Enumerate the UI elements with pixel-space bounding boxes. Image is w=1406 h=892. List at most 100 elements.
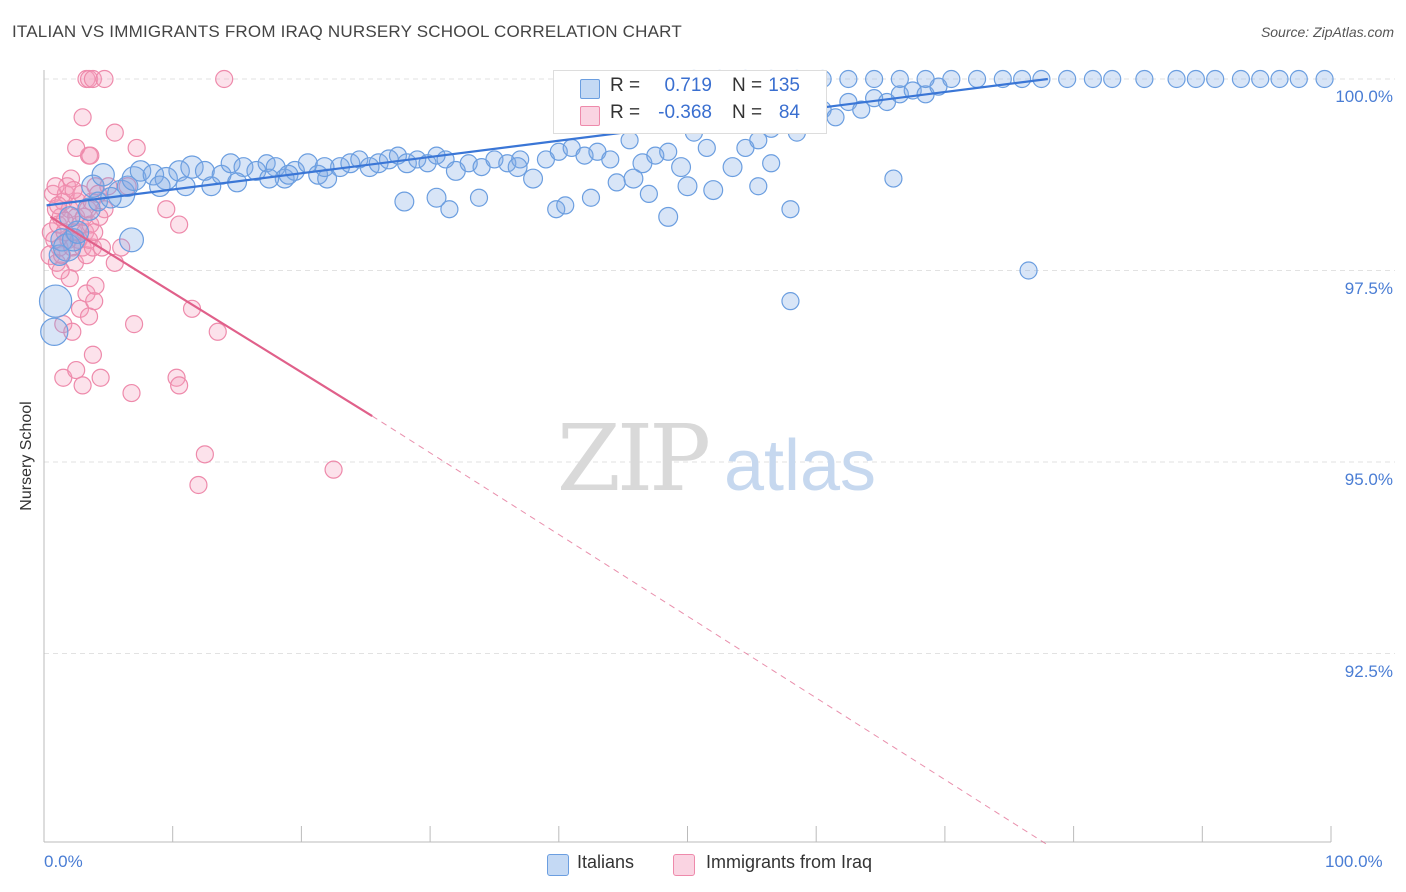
data-point [1289,69,1308,89]
data-point [149,175,171,198]
data-point [79,69,99,89]
data-point [122,383,141,403]
data-point [350,150,369,169]
data-point [1231,69,1251,89]
legend-iraq-swatch [673,854,695,876]
data-point [215,69,234,89]
data-point [170,215,189,234]
data-point [547,200,566,219]
data-point [762,154,781,173]
data-point [507,157,528,178]
data-point [852,100,871,119]
iraq-swatch [580,106,600,126]
data-point [85,292,104,311]
data-point [839,69,858,89]
data-point [63,322,82,341]
data-point [91,368,110,387]
data-point [314,157,335,178]
data-point [119,227,145,253]
data-point [58,206,81,228]
data-point [1103,69,1122,89]
legend-iraq-label: Immigrants from Iraq [706,852,873,872]
data-point [129,160,152,182]
data-point [73,108,92,127]
data-point [826,108,845,127]
data-point [658,206,679,227]
data-point [220,153,241,174]
data-point [781,200,800,219]
data-point [105,123,124,142]
data-point [246,160,267,181]
data-point [581,188,601,207]
r-value: 0.719 [664,75,712,96]
data-point [884,169,903,188]
y-tick-label: 95.0% [1344,470,1393,489]
data-point [127,138,146,158]
data-point [623,168,644,189]
data-point [523,168,544,189]
r-value: -0.368 [658,102,712,123]
data-point [73,376,92,395]
data-point [469,188,489,207]
chart-title: ITALIAN VS IMMIGRANTS FROM IRAQ NURSERY … [12,22,682,41]
y-tick-label: 92.5% [1344,661,1393,681]
data-point [83,345,103,364]
data-point [967,69,987,89]
data-point [95,69,114,89]
data-point [38,284,73,318]
iraq-trend-line [49,215,373,417]
data-point [749,177,768,196]
axes [43,70,1332,843]
iraq-trend-extension [371,415,1049,846]
data-point [722,157,743,178]
data-point [865,69,884,89]
data-point [697,138,716,158]
y-tick-label: 97.5% [1344,278,1393,298]
data-point [440,200,459,219]
data-point [67,138,86,158]
data-point [1019,261,1038,280]
x-tick-max: 100.0% [1325,852,1383,871]
legend-row-iraq: R = -0.368 N = 84 [554,102,826,128]
data-point [1083,69,1103,89]
data-point [1251,69,1270,89]
data-point [67,360,86,380]
watermark-zip: ZIP [557,405,708,512]
series-iraq-points [40,69,343,495]
data-point [1135,69,1154,89]
data-point [91,163,115,187]
data-point [51,261,70,280]
data-point [1058,69,1077,89]
italians-trend-line [46,77,1048,207]
data-point [639,184,658,203]
data-point [1206,69,1225,89]
data-point [1186,69,1205,89]
data-point [52,233,82,262]
data-point [195,445,214,464]
data-point [180,155,204,179]
r-label: R = [610,102,641,123]
legend-italians-label: Italians [577,852,635,872]
data-point [942,69,961,89]
data-point [659,142,678,161]
data-point [890,69,909,89]
data-point [677,176,698,197]
data-point [124,315,144,334]
data-point [1315,69,1334,89]
data-point [426,187,447,208]
n-value: 84 [778,102,800,123]
data-point [601,150,620,169]
n-label: N = [732,75,763,96]
watermark-atlas: atlas [724,426,876,506]
data-point [620,131,639,150]
data-point [142,163,165,186]
legend-italians-swatch [547,854,569,876]
data-point [556,196,575,215]
data-point [703,180,724,201]
data-point [916,69,935,89]
trend-lines [46,77,1049,846]
data-point [90,207,109,226]
data-point [170,376,189,395]
data-point [46,177,65,196]
